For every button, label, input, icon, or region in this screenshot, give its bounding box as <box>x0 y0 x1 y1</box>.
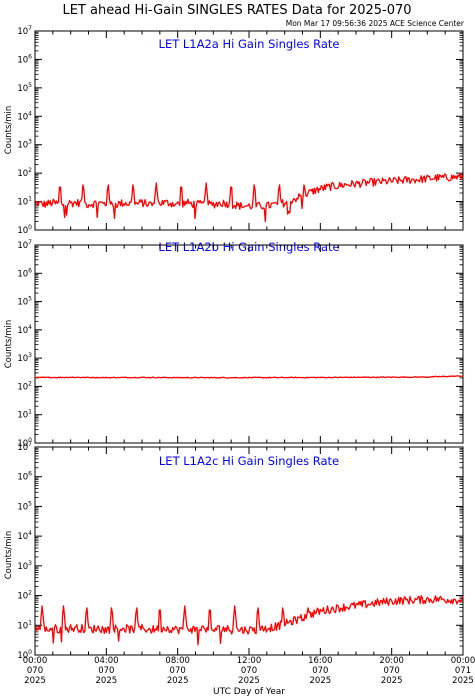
x-tick-label: 070 <box>384 666 400 676</box>
y-tick-label: 105 <box>17 500 32 512</box>
timestamp-label: Mon Mar 17 09:56:36 2025 ACE Science Cen… <box>286 19 465 28</box>
panel-c: LET L1A2c Hi Gain Singles Rate Counts/mi… <box>4 441 464 661</box>
x-tick-label: 12:00 <box>237 656 262 666</box>
x-tick-label: 070 <box>312 666 328 676</box>
x-tick-label: 2025 <box>310 676 332 686</box>
y-tick-label: 107 <box>17 441 32 453</box>
y-tick-label: 103 <box>17 560 32 572</box>
y-tick-label: 107 <box>17 25 32 37</box>
x-tick-label: 070 <box>98 666 114 676</box>
y-tick-label: 104 <box>17 110 32 122</box>
x-tick-label: 2025 <box>96 676 118 686</box>
y-tick-label: 102 <box>17 167 32 179</box>
y-tick-label: 100 <box>17 437 32 449</box>
x-tick-label: 00:00 <box>451 656 475 666</box>
panel-b-series-line <box>34 375 464 379</box>
x-tick-label: 070 <box>27 666 43 676</box>
panel-c-title: LET L1A2c Hi Gain Singles Rate <box>159 454 339 468</box>
y-tick-label: 106 <box>17 267 32 279</box>
panel-a-frame <box>34 30 464 231</box>
y-tick-label: 101 <box>17 619 32 631</box>
y-tick-label: 103 <box>17 139 32 151</box>
y-tick-label: 100 <box>17 649 32 661</box>
x-tick-label: 070 <box>170 666 186 676</box>
y-tick-label: 106 <box>17 471 32 483</box>
panel-b: LET L1A2b Hi Gain Singles Rate Counts/mi… <box>4 239 464 449</box>
figure-title: LET ahead Hi-Gain SINGLES RATES Data for… <box>62 3 411 18</box>
panel-c-series-line <box>34 595 464 646</box>
x-tick-label: 2025 <box>24 676 46 686</box>
y-tick-label: 102 <box>17 380 32 392</box>
x-tick-label: 2025 <box>238 676 260 686</box>
panel-a: LET L1A2a Hi Gain Singles Rate Counts/mi… <box>4 25 464 236</box>
x-tick-label: 08:00 <box>165 656 190 666</box>
y-tick-label: 104 <box>17 324 32 336</box>
x-axis-label: UTC Day of Year <box>213 687 285 697</box>
x-tick-label: 2025 <box>381 676 403 686</box>
y-tick-label: 107 <box>17 239 32 251</box>
y-tick-label: 102 <box>17 590 32 602</box>
y-tick-label: 101 <box>17 196 32 208</box>
x-tick-label: 00:00 <box>23 656 48 666</box>
y-tick-label: 104 <box>17 530 32 542</box>
panel-a-title: LET L1A2a Hi Gain Singles Rate <box>159 37 340 51</box>
x-tick-label: 20:00 <box>379 656 404 666</box>
y-tick-label: 106 <box>17 53 32 65</box>
panel-b-y-label: Counts/min <box>4 320 14 369</box>
y-tick-label: 103 <box>17 352 32 364</box>
x-tick-label: 2025 <box>167 676 189 686</box>
panel-c-frame <box>34 446 464 656</box>
y-tick-label: 101 <box>17 409 32 421</box>
x-tick-label: 071 <box>455 666 471 676</box>
x-tick-label: 2025 <box>452 676 474 686</box>
x-tick-label: 04:00 <box>94 656 119 666</box>
x-tick-label: 16:00 <box>308 656 333 666</box>
panel-c-y-label: Counts/min <box>4 531 14 580</box>
y-tick-label: 105 <box>17 296 32 308</box>
panel-b-frame <box>34 244 464 444</box>
y-tick-label: 105 <box>17 82 32 94</box>
panel-a-series-line <box>34 172 464 223</box>
x-tick-labels: 00:00070202504:00070202508:00070202512:0… <box>23 656 475 686</box>
y-tick-label: 100 <box>17 224 32 236</box>
panel-a-y-label: Counts/min <box>4 106 14 155</box>
x-tick-label: 070 <box>241 666 257 676</box>
